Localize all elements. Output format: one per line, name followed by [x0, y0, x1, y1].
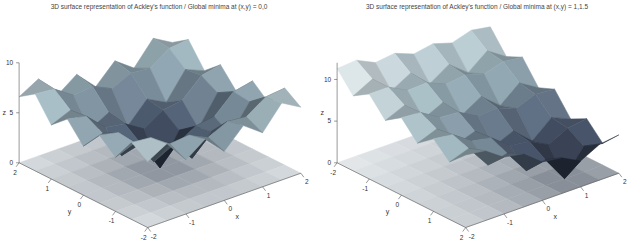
labels: -2 -1 0 1 2 -2 -1 0 1 2 0 5 10 x y z 3D surface represen… — [321, 3, 627, 241]
y-tick — [80, 195, 83, 199]
surface-cell — [170, 135, 205, 160]
x-tick-label: 2 — [623, 178, 627, 185]
x-axis-line — [148, 173, 301, 227]
plot-area — [337, 27, 619, 228]
surface-cell — [545, 158, 580, 179]
floor-cell — [132, 213, 167, 228]
axes — [334, 63, 622, 232]
axes — [16, 63, 304, 232]
y-tick — [366, 179, 369, 183]
y-tick — [16, 163, 19, 167]
x-tick-label: -2 — [151, 233, 157, 240]
x-tick-label: -1 — [507, 219, 513, 226]
x-tick — [504, 214, 507, 218]
surface-cell — [67, 116, 102, 146]
z-tick — [334, 121, 337, 122]
z-tick — [334, 79, 337, 80]
y-tick — [431, 211, 434, 215]
chart-title: 3D surface representation of Ackley's fu… — [366, 3, 589, 11]
z-tick — [16, 162, 19, 163]
y-tick-label: 2 — [13, 169, 17, 176]
surface-cell — [434, 135, 469, 162]
surface — [19, 38, 301, 168]
z-tick-label: 5 — [327, 117, 331, 124]
y-tick — [48, 179, 51, 183]
x-tick — [581, 187, 584, 191]
x-tick — [148, 228, 151, 232]
z-tick-label: 5 — [9, 109, 13, 116]
x-tick-label: -2 — [469, 233, 475, 240]
y-tick-label: 1 — [428, 217, 432, 224]
labels: -2-1012-2-10120510xyz3D surface represen… — [3, 3, 309, 241]
z-axis-line — [337, 63, 338, 163]
y-tick — [463, 228, 466, 232]
x-axis-line — [466, 173, 619, 227]
x-tick-label: 0 — [228, 205, 232, 212]
x-tick — [619, 173, 622, 177]
y-tick-label: 1 — [45, 185, 49, 192]
floor-cell — [450, 213, 485, 228]
surface-cell — [450, 148, 485, 161]
y-tick-label: 2 — [460, 234, 464, 241]
y-axis-title: y — [68, 208, 72, 216]
z-tick-label: 0 — [327, 159, 331, 166]
x-axis-title: x — [236, 213, 240, 220]
y-axis-line — [337, 163, 466, 228]
x-tick-label: 2 — [305, 178, 309, 185]
y-tick — [334, 163, 337, 167]
x-tick — [186, 214, 189, 218]
surface — [337, 27, 619, 179]
chart-title: 3D surface representation of Ackley's fu… — [51, 3, 268, 11]
z-tick — [334, 162, 337, 163]
y-axis-title: y — [386, 208, 390, 216]
z-axis-title: z — [3, 109, 7, 116]
x-tick — [301, 173, 304, 177]
z-axis-title: z — [321, 109, 325, 116]
y-tick — [113, 211, 116, 215]
z-tick — [16, 112, 19, 113]
chart-panel: -2 -1 0 1 2 -2 -1 0 1 2 0 5 10 x y z 3D surface represen… — [321, 3, 627, 241]
x-tick-label: 1 — [585, 192, 589, 199]
y-tick-label: -1 — [109, 217, 115, 224]
plot-area — [19, 38, 301, 227]
y-tick — [398, 195, 401, 199]
surface-cell — [132, 138, 167, 162]
y-tick-label: 0 — [396, 201, 400, 208]
x-tick — [466, 228, 469, 232]
x-tick — [263, 187, 266, 191]
contour-floor — [337, 108, 619, 227]
y-tick-label: -2 — [330, 169, 336, 176]
y-axis-line — [19, 163, 148, 228]
y-tick-label: 0 — [78, 201, 82, 208]
x-tick-label: 0 — [546, 205, 550, 212]
x-tick-label: -1 — [189, 219, 195, 226]
chart-svg: -2-1012-2-10120510xyz3D surface represen… — [0, 0, 636, 244]
z-tick-label: 0 — [9, 159, 13, 166]
y-tick — [145, 228, 148, 232]
x-tick — [224, 200, 227, 204]
chart-panel: -2-1012-2-10120510xyz3D surface represen… — [3, 3, 309, 241]
x-tick-label: 1 — [267, 192, 271, 199]
x-tick — [542, 200, 545, 204]
y-tick-label: -1 — [362, 185, 368, 192]
z-tick-label: 10 — [6, 59, 14, 66]
y-tick-label: -2 — [141, 234, 147, 241]
chart-root: -2-1012-2-10120510xyz3D surface represen… — [0, 0, 636, 244]
x-axis-title: x — [554, 213, 558, 220]
z-tick-label: 10 — [324, 76, 332, 83]
z-tick — [16, 62, 19, 63]
surface-cell — [584, 135, 619, 146]
surface-cell — [208, 121, 243, 151]
